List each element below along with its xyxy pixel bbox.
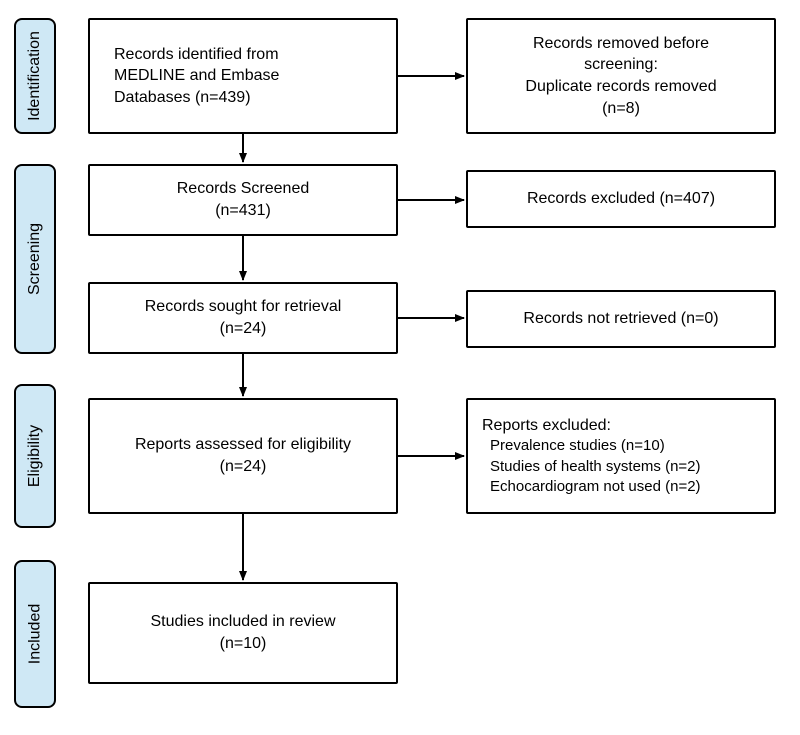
stage-eligibility: Eligibility (14, 384, 56, 528)
text: (n=24) (220, 456, 267, 478)
node-excluded-screening: Records excluded (n=407) (466, 170, 776, 228)
node-removed: Records removed before screening: Duplic… (466, 18, 776, 134)
node-excluded-eligibility: Reports excluded: Prevalence studies (n=… (466, 398, 776, 514)
node-identified: Records identified from MEDLINE and Emba… (88, 18, 398, 134)
stage-label: Included (26, 604, 44, 665)
stage-label: Identification (26, 31, 44, 121)
text: Prevalence studies (n=10) (490, 436, 665, 456)
text: Records removed before (533, 33, 709, 55)
text: Duplicate records removed (525, 76, 716, 98)
text: Records excluded (n=407) (527, 188, 715, 210)
text: Studies included in review (151, 611, 336, 633)
stage-screening: Screening (14, 164, 56, 354)
text: screening: (584, 54, 658, 76)
prisma-flowchart: Identification Screening Eligibility Inc… (0, 0, 800, 735)
text: (n=24) (220, 318, 267, 340)
stage-identification: Identification (14, 18, 56, 134)
stage-label: Screening (26, 223, 44, 295)
text: (n=431) (215, 200, 271, 222)
text: Studies of health systems (n=2) (490, 457, 701, 477)
text: Reports excluded: (482, 415, 611, 437)
text: Records Screened (177, 178, 310, 200)
text: MEDLINE and Embase (114, 65, 279, 87)
node-included: Studies included in review (n=10) (88, 582, 398, 684)
node-sought: Records sought for retrieval (n=24) (88, 282, 398, 354)
node-not-retrieved: Records not retrieved (n=0) (466, 290, 776, 348)
text: Databases (n=439) (114, 87, 251, 109)
text: (n=8) (602, 98, 640, 120)
text: Records not retrieved (n=0) (523, 308, 718, 330)
text: Records sought for retrieval (145, 296, 342, 318)
text: Records identified from (114, 44, 279, 66)
stage-included: Included (14, 560, 56, 708)
text: Echocardiogram not used (n=2) (490, 477, 701, 497)
text: (n=10) (220, 633, 267, 655)
text: Reports assessed for eligibility (135, 434, 351, 456)
node-screened: Records Screened (n=431) (88, 164, 398, 236)
node-assessed: Reports assessed for eligibility (n=24) (88, 398, 398, 514)
stage-label: Eligibility (26, 425, 44, 487)
